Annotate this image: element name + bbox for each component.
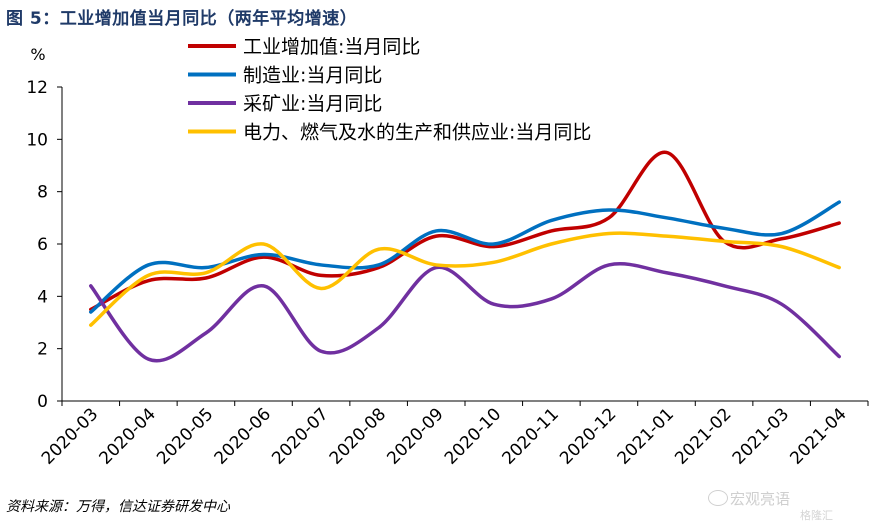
y-tick-label: 0: [37, 392, 48, 412]
legend-label-utilities: 电力、燃气及水的生产和供应业:当月同比: [243, 122, 591, 144]
x-tick-label: 2021-04: [786, 404, 850, 468]
y-tick-label: 6: [37, 235, 48, 255]
series-line-manufacturing: [89, 200, 841, 314]
y-tick-label: 2: [37, 340, 48, 360]
x-tick-label: 2020-05: [153, 404, 217, 468]
source-note: 资料来源：万得，信达证券研发中心: [6, 499, 230, 515]
y-tick-label: 8: [37, 183, 48, 203]
legend-label-mining: 采矿业:当月同比: [243, 93, 382, 115]
x-tick-label: 2021-02: [671, 404, 735, 468]
series-line-utilities: [89, 231, 841, 327]
series-layer: [89, 150, 841, 363]
watermark-sub: 格隆汇: [800, 509, 833, 522]
legend-label-industrial-value-added: 工业增加值:当月同比: [243, 36, 420, 58]
x-tick-label: 2020-06: [211, 404, 275, 468]
series-line-mining: [89, 262, 841, 363]
legend: 工业增加值:当月同比制造业:当月同比采矿业:当月同比电力、燃气及水的生产和供应业…: [188, 36, 591, 144]
x-tick-label: 2020-11: [499, 404, 563, 468]
y-tick-label: 12: [26, 78, 48, 98]
wechat-icon: [708, 490, 728, 506]
x-tick-label: 2021-01: [614, 404, 678, 468]
watermark: 宏观亮语: [730, 490, 791, 508]
x-tick-label: 2020-08: [326, 404, 390, 468]
x-tick-label: 2020-09: [383, 404, 447, 468]
x-tick-label: 2020-07: [268, 404, 332, 468]
x-tick-label: 2020-03: [38, 404, 102, 468]
x-tick-label: 2020-10: [441, 404, 505, 468]
figure-title: 图 5：工业增加值当月同比（两年平均增速）: [6, 9, 358, 29]
legend-label-manufacturing: 制造业:当月同比: [243, 65, 382, 87]
y-axis-label: %: [30, 45, 45, 64]
x-tick-label: 2020-12: [556, 404, 620, 468]
x-tick-label: 2021-03: [729, 404, 793, 468]
series-line-industrial-value-added: [89, 150, 841, 312]
x-tick-label: 2020-04: [96, 404, 160, 468]
y-tick-label: 10: [26, 130, 48, 150]
y-tick-label: 4: [37, 287, 48, 307]
